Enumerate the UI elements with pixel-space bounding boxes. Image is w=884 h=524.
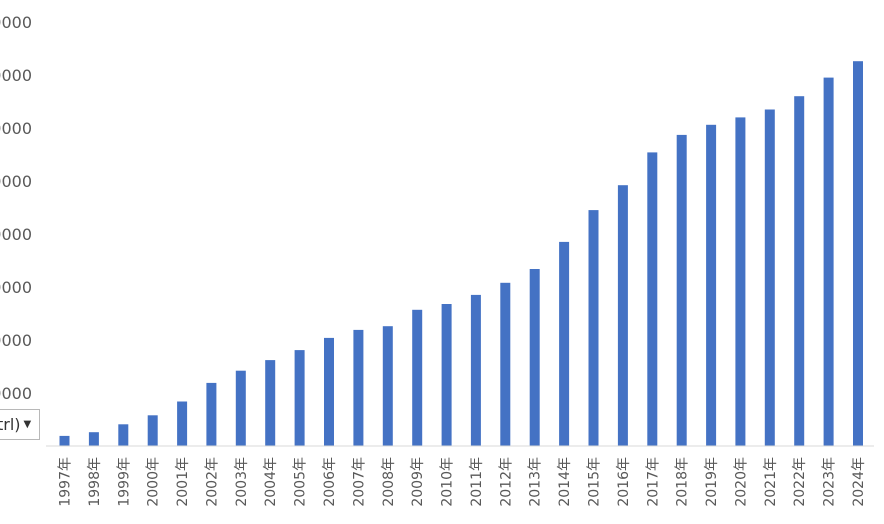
chevron-down-icon[interactable]: ▼ (23, 419, 32, 430)
bar-2009年 (412, 309, 423, 446)
x-tick-label: 2005年 (293, 457, 309, 507)
bar-2012年 (500, 282, 511, 446)
x-tick-label: 1997年 (58, 457, 74, 507)
bar-2017年 (647, 152, 658, 446)
bar-2007年 (353, 329, 364, 446)
x-tick-label: 2009年 (410, 457, 426, 507)
x-tick-label: 2007年 (351, 457, 367, 507)
x-tick-label: 1998年 (87, 457, 103, 507)
bar-2020年 (735, 117, 746, 447)
bar-2001年 (177, 401, 188, 446)
x-tick-label: 2013年 (528, 457, 544, 507)
bar-2003年 (235, 370, 246, 446)
paste-options-button[interactable]: trl) ▼ (0, 409, 40, 440)
bar-2023年 (823, 77, 834, 446)
bar-2013年 (529, 269, 540, 446)
x-tick-label: 2015年 (587, 457, 603, 507)
bar-2010年 (441, 304, 452, 446)
x-tick-label: 2018年 (675, 457, 691, 507)
x-tick-label: 2008年 (381, 457, 397, 507)
x-tick-label: 2010年 (440, 457, 456, 507)
bar-1998年 (88, 432, 99, 446)
bar-2018年 (676, 134, 687, 446)
x-tick-label: 2019年 (704, 457, 720, 507)
bar-2000年 (147, 415, 158, 446)
x-tick-label: 2021年 (763, 457, 779, 507)
x-tick-label: 2012年 (498, 457, 514, 507)
x-tick-label: 2020年 (733, 457, 749, 507)
x-tick-label: 2016年 (616, 457, 632, 507)
x-tick-label: 2014年 (557, 457, 573, 507)
bar-series (59, 61, 863, 447)
x-tick-label: 2022年 (792, 457, 808, 507)
bar-2014年 (559, 241, 570, 446)
bar-2022年 (794, 96, 805, 446)
x-tick-label: 1999年 (116, 457, 132, 507)
x-tick-label: 2024年 (851, 457, 867, 507)
bar-2015年 (588, 210, 599, 446)
paste-options-label: trl) (0, 415, 21, 434)
bar-2002年 (206, 382, 217, 446)
bar-1999年 (118, 424, 129, 446)
bar-2006年 (324, 337, 334, 446)
x-axis-tick-labels: 1997年 1998年 1999年 2000年 2001年 2002年 2003年 2004年… (58, 457, 868, 507)
bar-2016年 (617, 185, 628, 446)
x-tick-label: 2000年 (146, 457, 162, 507)
bar-1997年 (59, 435, 70, 446)
x-tick-label: 2001年 (175, 457, 191, 507)
bar-2008年 (382, 326, 393, 446)
bar-2005年 (294, 350, 305, 446)
x-tick-label: 2002年 (204, 457, 220, 507)
x-tick-label: 2011年 (469, 457, 485, 507)
bar-2004年 (265, 360, 276, 446)
bar-2019年 (706, 124, 717, 447)
bar-2011年 (470, 294, 481, 446)
x-tick-label: 2004年 (263, 457, 279, 507)
x-tick-label: 2017年 (645, 457, 661, 507)
x-tick-label: 2003年 (234, 457, 250, 507)
x-tick-label: 2006年 (322, 457, 338, 507)
x-tick-label: 2023年 (822, 457, 838, 507)
bar-2021年 (764, 109, 775, 446)
bar-2024年 (853, 61, 863, 446)
